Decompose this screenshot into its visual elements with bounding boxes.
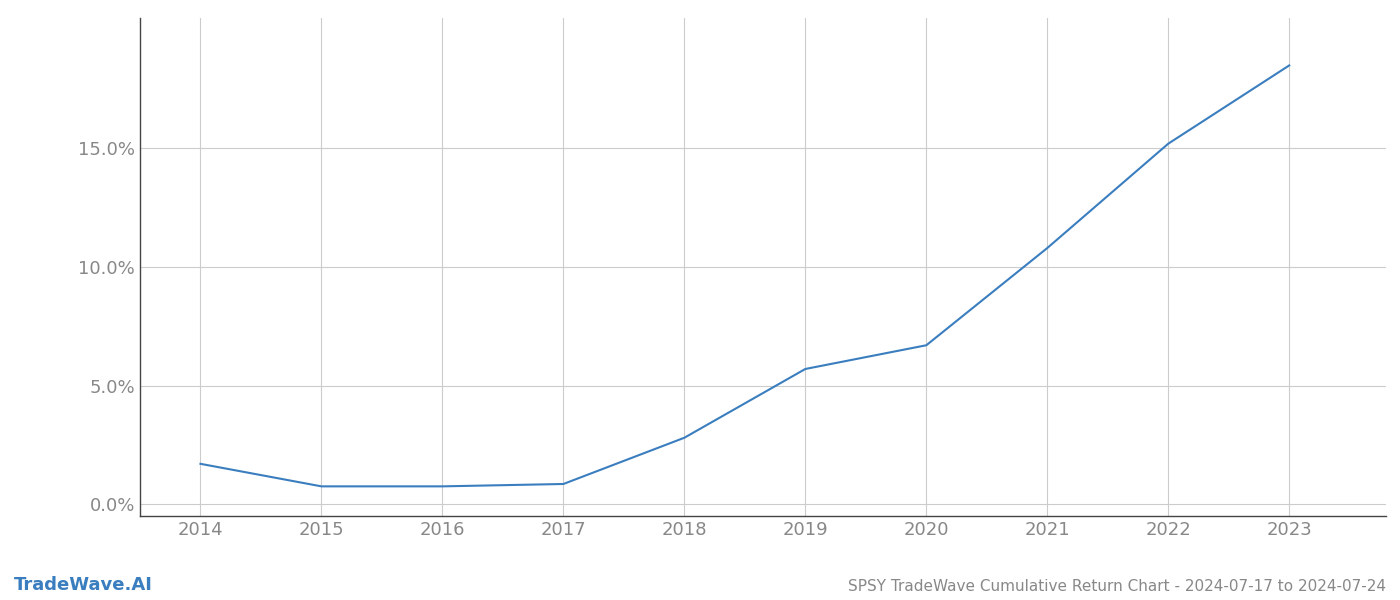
- Text: TradeWave.AI: TradeWave.AI: [14, 576, 153, 594]
- Text: SPSY TradeWave Cumulative Return Chart - 2024-07-17 to 2024-07-24: SPSY TradeWave Cumulative Return Chart -…: [848, 579, 1386, 594]
